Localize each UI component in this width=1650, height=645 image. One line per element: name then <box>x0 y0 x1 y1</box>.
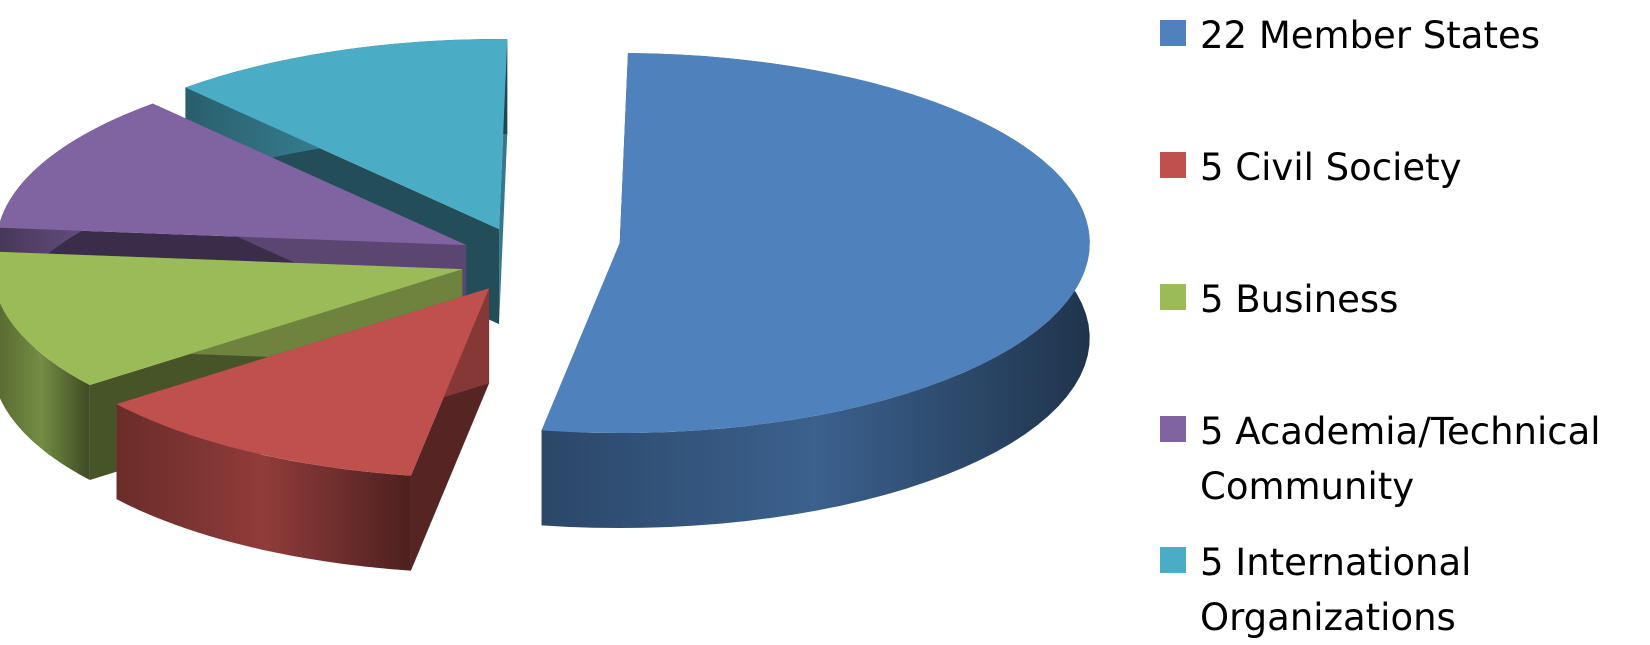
pie-slice-top-0 <box>541 53 1090 434</box>
legend-item-business: 5 Business <box>1160 272 1398 327</box>
legend-label-business: 5 Business <box>1200 278 1399 321</box>
pie-slice-side-1 <box>116 404 411 571</box>
pie-slice-top-3 <box>0 103 467 246</box>
legend-label-member-states: 22 Member States <box>1200 14 1541 57</box>
legend-swatch-business <box>1160 284 1186 310</box>
legend-swatch-civil-society <box>1160 152 1186 178</box>
legend-item-member-states: 22 Member States <box>1160 8 1540 63</box>
pie-slice-top-2 <box>0 251 463 386</box>
legend-item-academia: 5 Academia/Technical Community <box>1160 404 1601 514</box>
legend-label-academia: 5 Academia/Technical Community <box>1200 410 1601 508</box>
legend-swatch-academia <box>1160 416 1186 442</box>
pie-slice-1 <box>116 288 490 571</box>
legend-item-international-orgs: 5 International Organizations <box>1160 535 1471 645</box>
chart-legend: 22 Member States 5 Civil Society 5 Busin… <box>1160 0 1640 643</box>
legend-swatch-member-states <box>1160 20 1186 46</box>
pie-slice-0 <box>541 53 1090 529</box>
legend-label-international-orgs: 5 International Organizations <box>1200 541 1472 639</box>
pie-slice-top-4 <box>185 39 508 230</box>
legend-item-civil-society: 5 Civil Society <box>1160 140 1462 195</box>
legend-label-civil-society: 5 Civil Society <box>1200 146 1462 189</box>
legend-swatch-international-orgs <box>1160 547 1186 573</box>
pie-slice-top-1 <box>116 288 490 476</box>
pie-slice-side-2 <box>0 303 90 481</box>
